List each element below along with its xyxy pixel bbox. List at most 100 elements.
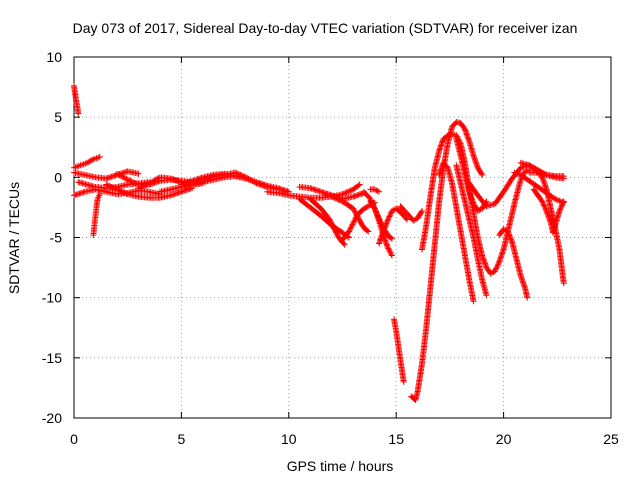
data-point-arc-16 [326, 216, 333, 223]
data-trace-arc-31 [513, 257, 524, 278]
data-trace-arc-02 [79, 160, 89, 168]
data-trace-arc-04 [83, 172, 97, 180]
data-trace-arc-07 [104, 182, 119, 192]
data-trace-arc-31 [509, 240, 520, 261]
y-tick-label: -5 [50, 230, 63, 246]
data-trace-arc-17 [340, 199, 355, 211]
data-point-arc-09 [135, 185, 142, 192]
data-point-arc-18 [360, 205, 367, 212]
data-trace-arc-06 [95, 192, 103, 201]
data-trace-arc-31 [502, 226, 510, 234]
data-point-arc-28 [483, 292, 490, 299]
y-tick-label: -10 [42, 290, 62, 306]
data-trace-arc-28 [462, 199, 472, 222]
data-trace-arc-26 [479, 253, 489, 270]
data-point-arc-20 [384, 217, 391, 224]
data-trace-arc-29 [453, 137, 464, 158]
data-point-arc-33 [560, 280, 567, 287]
data-trace-arc-21 [385, 233, 394, 241]
data-trace-arc-18 [362, 202, 373, 211]
data-trace-arc-08 [115, 171, 130, 182]
data-point-arc-17 [350, 205, 357, 212]
data-trace-arc-21 [381, 226, 390, 237]
data-trace-arc-26 [441, 132, 452, 141]
data-trace-arc-32 [527, 178, 540, 190]
data-trace-arc-31 [518, 274, 528, 290]
y-tick-label: 0 [54, 169, 62, 185]
data-trace-arc-27 [457, 229, 468, 258]
data-trace-arc-16 [333, 230, 343, 242]
y-axis-label: SDTVAR / TECUs [6, 182, 22, 294]
data-trace-arc-35 [539, 199, 549, 213]
data-trace-arc-26 [513, 178, 524, 197]
data-point-arc-07 [103, 181, 110, 188]
data-trace-arc-27 [462, 254, 472, 282]
data-trace-arc-32 [513, 170, 523, 178]
x-axis-label: GPS time / hours [287, 458, 394, 474]
x-tick-label: 0 [70, 431, 78, 447]
data-point-arc-24 [418, 208, 425, 215]
data-trace-arc-12 [244, 175, 259, 186]
data-trace-arc-16 [308, 197, 323, 211]
data-trace-arc-24 [398, 204, 409, 216]
y-tick-labels: -20 -15 -10 -5 0 5 10 [42, 49, 62, 426]
x-tick-label: 20 [496, 431, 512, 447]
data-trace-arc-24 [415, 209, 425, 220]
data-trace-arc-26 [509, 193, 520, 215]
data-trace-arc-28 [466, 217, 477, 240]
y-tick-label: 5 [54, 109, 62, 125]
data-trace-arc-26 [432, 149, 442, 170]
data-point-arc-18 [345, 228, 352, 235]
data-trace-arc-21 [368, 199, 377, 211]
data-trace-arc-03 [147, 189, 162, 197]
data-trace-arc-18 [355, 206, 366, 217]
data-point-arc-04 [135, 170, 142, 177]
data-trace-arc-30 [475, 193, 489, 208]
data-trace-arc-35 [535, 193, 545, 204]
data-point-arc-25 [479, 171, 486, 178]
data-trace-arc-17 [362, 225, 371, 234]
data-trace-arc-14 [298, 184, 312, 191]
data-point-arc-31 [517, 273, 524, 280]
data-trace-arc-26 [423, 193, 434, 227]
data-trace-arc-22 [373, 187, 381, 194]
data-trace-arc-27 [441, 161, 450, 170]
data-trace-arc-33 [543, 187, 554, 211]
data-trace-arc-09 [147, 175, 162, 186]
data-point-arc-21 [388, 235, 395, 242]
data-point-arc-12 [242, 174, 249, 181]
data-trace-arc-26 [523, 167, 531, 174]
data-point-arc-34 [560, 173, 567, 180]
data-trace-arc-01 [73, 98, 80, 108]
data-point-arc-22 [376, 188, 383, 195]
data-trace-arc-30 [467, 181, 480, 198]
data-trace-arc-18 [340, 229, 351, 242]
data-trace-arc-16 [319, 206, 332, 222]
data-trace-arc-26 [419, 223, 429, 252]
data-trace-arc-17 [357, 218, 367, 230]
data-trace-arc-23 [393, 329, 402, 348]
data-trace-arc-19 [362, 190, 373, 201]
data-point-arc-31 [504, 228, 511, 235]
data-trace-arc-26 [492, 259, 502, 273]
data-point-arc-01 [75, 110, 82, 117]
data-point-arc-17 [365, 228, 372, 235]
data-trace-arc-12 [233, 170, 248, 180]
data-trace-arc-33 [556, 247, 567, 285]
data-point-arc-27 [470, 298, 477, 305]
data-trace-arc-25 [471, 154, 481, 170]
x-tick-label: 5 [178, 431, 186, 447]
data-trace-arc-23 [395, 344, 404, 362]
y-tick-label: -15 [42, 350, 62, 366]
data-point-arc-02 [96, 153, 103, 160]
data-trace-arc-25 [427, 241, 438, 288]
data-trace-arc-10 [158, 186, 173, 195]
data-trace-arc-35 [557, 199, 567, 213]
data-trace-arc-35 [550, 209, 562, 235]
y-tick-label: 10 [46, 49, 62, 65]
data-trace-arc-17 [330, 194, 345, 204]
x-tick-labels: 0 5 10 15 20 25 [70, 431, 619, 447]
data-trace-arc-26 [489, 269, 497, 276]
x-tick-label: 25 [603, 431, 619, 447]
